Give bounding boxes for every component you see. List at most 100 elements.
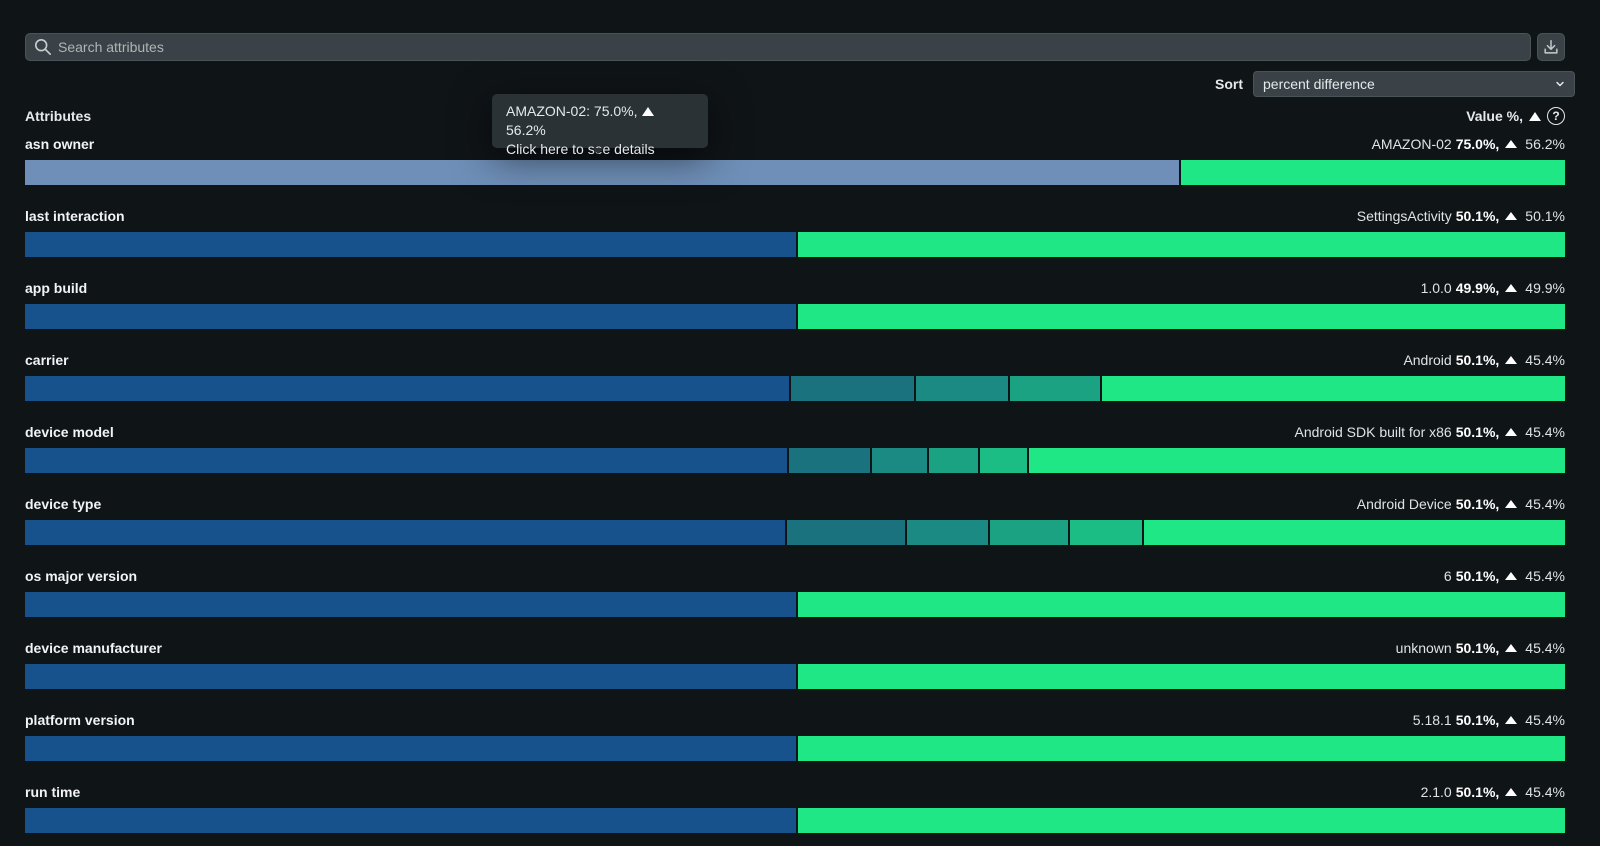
percent-difference: 45.4% (1525, 568, 1565, 584)
search-row (25, 33, 1565, 61)
bar-segment[interactable] (1027, 448, 1565, 473)
top-value-percent: 50.1%, (1455, 568, 1500, 584)
bar-segment[interactable] (1007, 376, 1101, 401)
bar-segment[interactable] (1178, 160, 1565, 185)
bar-segment[interactable] (25, 736, 796, 761)
percent-difference: 50.1% (1525, 208, 1565, 224)
bar-segment[interactable] (1100, 376, 1565, 401)
distribution-bar[interactable] (25, 448, 1565, 473)
value-heading[interactable]: Value %, ? (1466, 107, 1565, 125)
bar-segment[interactable] (795, 664, 1565, 689)
top-value-percent: 50.1%, (1455, 208, 1500, 224)
help-icon[interactable]: ? (1547, 107, 1565, 125)
bar-segment[interactable] (988, 520, 1069, 545)
attribute-row: run time 2.1.0 50.1%, 45.4% (25, 779, 1565, 846)
distribution-bar[interactable] (25, 520, 1565, 545)
top-value-percent: 50.1%, (1455, 712, 1500, 728)
attribute-row-header: last interaction SettingsActivity 50.1%, 50… (25, 203, 1565, 229)
increase-icon (1505, 212, 1518, 220)
top-value-label: unknown (1395, 640, 1452, 656)
distribution-bar[interactable] (25, 592, 1565, 617)
bar-segment[interactable] (795, 304, 1565, 329)
bar-segment[interactable] (795, 736, 1565, 761)
attribute-value-summary: 1.0.0 49.9%, 49.9% (1421, 280, 1565, 296)
top-value-percent: 50.1%, (1455, 424, 1500, 440)
attribute-row-header: device type Android Device 50.1%, 45.4% (25, 491, 1565, 517)
bar-tooltip[interactable]: AMAZON-02: 75.0%, 56.2% Click here to se… (492, 94, 708, 157)
attribute-name: last interaction (25, 208, 125, 224)
bar-segment[interactable] (927, 448, 979, 473)
increase-icon (1505, 284, 1518, 292)
top-value-label: 6 (1443, 568, 1452, 584)
increase-icon (1505, 356, 1518, 364)
top-value-percent: 75.0%, (1455, 136, 1500, 152)
attribute-row-header: device manufacturer unknown 50.1%, 45.4% (25, 635, 1565, 661)
percent-difference: 45.4% (1525, 712, 1565, 728)
attribute-name: asn owner (25, 136, 95, 152)
bar-segment[interactable] (795, 808, 1565, 833)
increase-icon (1505, 428, 1518, 436)
increase-icon (1505, 140, 1518, 148)
bar-segment[interactable] (25, 808, 796, 833)
distribution-bar[interactable] (25, 232, 1565, 257)
top-value-label: 2.1.0 (1420, 784, 1452, 800)
download-button[interactable] (1537, 33, 1565, 61)
distribution-bar[interactable] (25, 376, 1565, 401)
bar-segment[interactable] (795, 592, 1565, 617)
bar-segment[interactable] (795, 232, 1565, 257)
attribute-row: last interaction SettingsActivity 50.1%, 50… (25, 203, 1565, 275)
bar-segment[interactable] (978, 448, 1028, 473)
distribution-bar[interactable] (25, 304, 1565, 329)
attributes-heading: Attributes (25, 108, 92, 124)
bar-segment[interactable] (785, 520, 906, 545)
increase-icon (1505, 644, 1518, 652)
download-icon (1544, 39, 1558, 54)
distribution-bar[interactable] (25, 160, 1565, 185)
bar-segment[interactable] (25, 160, 1179, 185)
attribute-row: carrier Android 50.1%, 45.4% (25, 347, 1565, 419)
bar-segment[interactable] (786, 448, 871, 473)
attribute-row-header: os major version 6 50.1%, 45.4% (25, 563, 1565, 589)
distribution-bar[interactable] (25, 808, 1565, 833)
search-icon (34, 38, 52, 56)
bar-segment[interactable] (25, 592, 796, 617)
increase-icon (1505, 716, 1518, 724)
distribution-bar[interactable] (25, 664, 1565, 689)
bar-segment[interactable] (914, 376, 1008, 401)
attribute-row-header: device model Android SDK built for x86 50.… (25, 419, 1565, 445)
attribute-name: carrier (25, 352, 69, 368)
attribute-name: os major version (25, 568, 138, 584)
attribute-value-summary: 6 50.1%, 45.4% (1444, 568, 1565, 584)
attribute-value-summary: unknown 50.1%, 45.4% (1396, 640, 1565, 656)
attribute-row: os major version 6 50.1%, 45.4% (25, 563, 1565, 635)
search-box[interactable] (25, 33, 1531, 61)
increase-icon (1505, 500, 1518, 508)
value-heading-label: Value %, (1466, 108, 1523, 124)
percent-difference: 45.4% (1525, 352, 1565, 368)
bar-segment[interactable] (25, 376, 790, 401)
top-value-percent: 50.1%, (1455, 496, 1500, 512)
tooltip-details-link[interactable]: Click here to see details (506, 141, 655, 157)
bar-segment[interactable] (25, 664, 796, 689)
bar-segment[interactable] (25, 232, 796, 257)
bar-segment[interactable] (25, 520, 786, 545)
bar-segment[interactable] (905, 520, 989, 545)
search-input[interactable] (52, 34, 1530, 60)
attribute-row: device type Android Device 50.1%, 45.4% (25, 491, 1565, 563)
top-value-label: Android (1403, 352, 1452, 368)
attribute-name: device model (25, 424, 114, 440)
bar-segment[interactable] (789, 376, 915, 401)
bar-segment[interactable] (25, 304, 796, 329)
sort-select[interactable]: percent difference (1253, 71, 1575, 97)
percent-difference: 45.4% (1525, 496, 1565, 512)
bar-segment[interactable] (25, 448, 787, 473)
bar-segment[interactable] (1068, 520, 1143, 545)
sort-label: Sort (1215, 76, 1243, 92)
distribution-bar[interactable] (25, 736, 1565, 761)
bar-segment[interactable] (870, 448, 928, 473)
tooltip-line-1: AMAZON-02: 75.0%, 56.2% (506, 102, 694, 140)
sort-row: Sort percent difference (1215, 71, 1575, 97)
sort-ascending-icon[interactable] (1529, 111, 1541, 121)
bar-segment[interactable] (1142, 520, 1565, 545)
